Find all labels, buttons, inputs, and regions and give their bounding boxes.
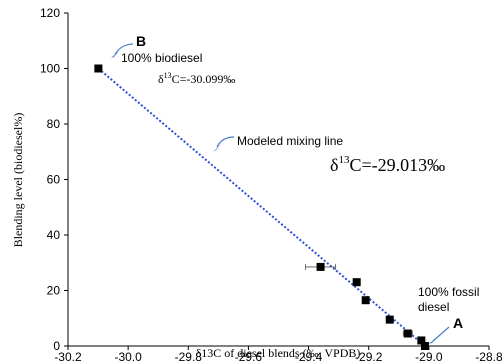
d13c-prefix-2: δ <box>330 155 338 175</box>
data-point <box>385 315 394 324</box>
arrowhead-mixing-icon <box>213 144 221 152</box>
data-point <box>94 64 103 73</box>
x-tick-label: -29.8 <box>175 350 203 362</box>
label-point-b: B <box>136 33 146 49</box>
y-tick-label: 100 <box>40 62 60 76</box>
x-tick-label: -29.4 <box>295 350 323 362</box>
data-points <box>94 64 429 350</box>
x-tick-label: -29.2 <box>355 350 383 362</box>
arrowhead-b-icon <box>111 51 119 58</box>
annotation-arrows <box>111 43 450 344</box>
arrow-mixing-icon <box>216 136 235 148</box>
fossil-d13c-value: C=-29.013‰ <box>349 155 445 175</box>
arrow-b-icon <box>114 43 134 55</box>
d13c-sup-2: 13 <box>338 154 350 166</box>
data-point <box>316 262 325 271</box>
y-tick-label: 20 <box>47 284 61 298</box>
label-point-a: A <box>453 315 463 331</box>
data-point <box>420 342 429 350</box>
y-tick-label: 60 <box>47 173 61 187</box>
x-tick-label: -28.8 <box>475 350 503 362</box>
arrow-a-icon <box>432 326 450 342</box>
d13c-prefix-1: δ <box>158 72 164 86</box>
data-point <box>352 278 361 287</box>
d13c-sup-1: 13 <box>164 71 172 80</box>
label-biodiesel-d13c: δ13C=-30.099‰ <box>158 71 235 86</box>
data-point <box>361 296 370 305</box>
label-fossil-line1: 100% fossil <box>418 285 479 299</box>
label-fossil-line2: diesel <box>418 300 449 314</box>
arrowhead-a-icon <box>428 338 437 344</box>
label-mixing-line: Modeled mixing line <box>237 134 343 148</box>
data-point <box>403 329 412 338</box>
label-biodiesel: 100% biodiesel <box>121 51 202 65</box>
mixing-line <box>97 67 426 347</box>
y-tick-label: 40 <box>47 228 61 242</box>
data-point <box>417 336 426 345</box>
y-tick-label: 0 <box>53 339 60 353</box>
y-tick-label: 120 <box>40 6 60 20</box>
x-tick-label: -30.0 <box>114 350 142 362</box>
x-ticks: -30.2 -30.0 -29.8 -29.6 -29.4 -29.2 -29.0 -28.8 <box>54 346 503 362</box>
x-tick-label: -29.6 <box>235 350 263 362</box>
label-fossil-d13c: δ13C=-29.013‰ <box>330 154 445 175</box>
x-axis-title: δ13C of diesel blends (‰, VPDB) <box>196 346 361 360</box>
y-tick-label: 80 <box>47 117 61 131</box>
biodiesel-d13c-value: C=-30.099‰ <box>172 72 236 86</box>
y-axis-title: Blending level (biodiesel%) <box>11 113 25 248</box>
x-tick-label: -30.2 <box>54 350 82 362</box>
x-tick-label: -29.0 <box>415 350 443 362</box>
y-ticks: 0 20 40 60 80 100 120 <box>40 6 68 353</box>
